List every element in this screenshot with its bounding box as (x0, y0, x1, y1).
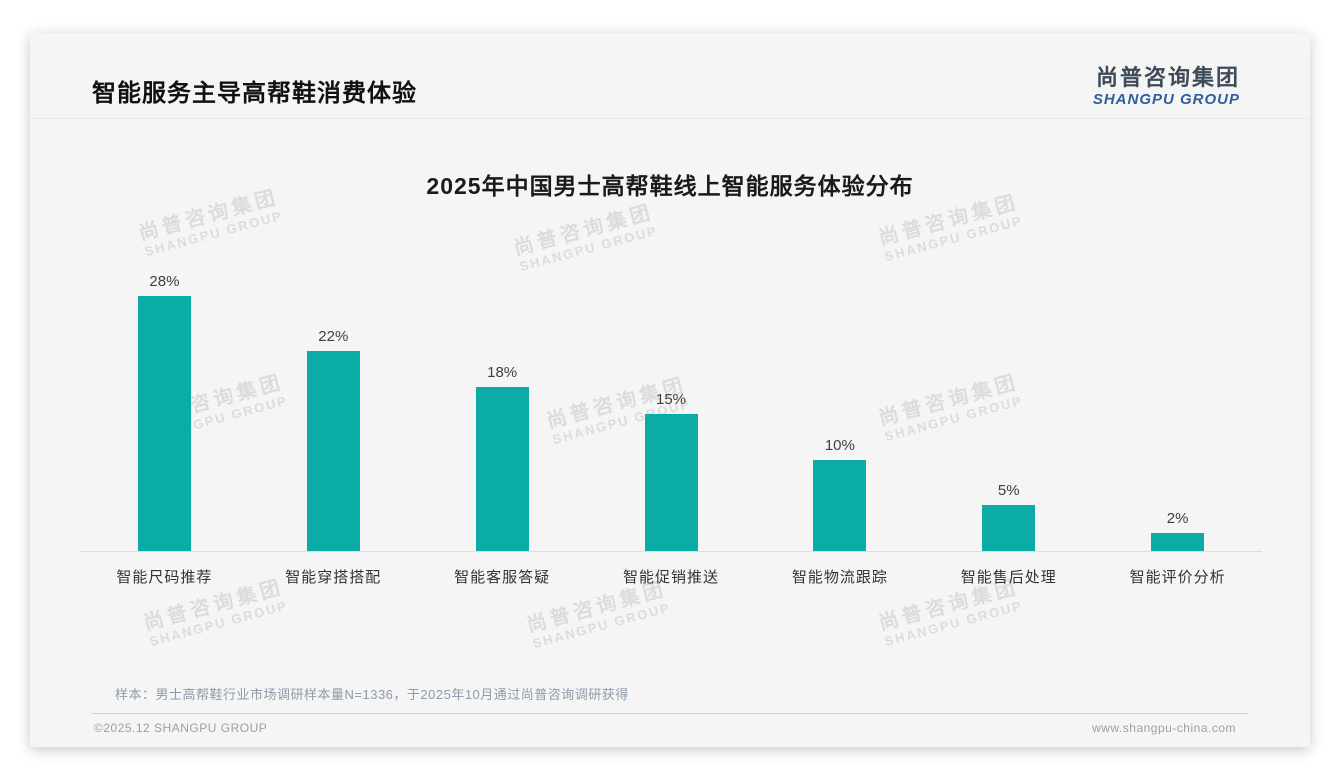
slide-content: 智能服务主导高帮鞋消费体验 尚普咨询集团 SHANGPU GROUP 2025年… (30, 33, 1310, 747)
bar-column: 18% (418, 364, 587, 551)
category-label: 智能促销推送 (623, 569, 720, 586)
slide-footer: ©2025.12 SHANGPU GROUP www.shangpu-china… (30, 714, 1310, 735)
logo-chinese-text: 尚普咨询集团 (1095, 65, 1240, 91)
bar-column: 5% (924, 482, 1093, 551)
chart-plot-area: 28% 22% 18% 15% 10% 5% 2% (80, 250, 1262, 552)
copyright-text: ©2025.12 SHANGPU GROUP (94, 721, 268, 735)
category-label: 智能客服答疑 (454, 569, 551, 586)
bar-value-label: 28% (149, 273, 180, 290)
footer-divider (92, 713, 1248, 714)
category-label: 智能穿搭搭配 (285, 569, 382, 586)
bar (644, 414, 698, 551)
bar-value-label: 18% (487, 364, 518, 381)
bar-value-label: 2% (1166, 510, 1189, 527)
bar-value-label: 15% (655, 391, 687, 408)
category-label: 智能售后处理 (960, 569, 1057, 586)
bar-value-label: 5% (997, 482, 1020, 499)
slide-header: 智能服务主导高帮鞋消费体验 尚普咨询集团 SHANGPU GROUP (30, 33, 1310, 119)
company-logo: 尚普咨询集团 SHANGPU GROUP (1093, 65, 1240, 108)
bar-value-label: 10% (824, 437, 855, 454)
bar-chart: 28% 22% 18% 15% 10% 5% 2% 智能尺码推荐 智能穿搭搭配 智能客服答疑 智能… (80, 250, 1262, 587)
bar (137, 296, 191, 551)
bar-column: 28% (80, 273, 249, 551)
report-slide: 尚普咨询集团 SHANGPU GROUP 尚普咨询集团 SHANGPU GROUP 尚普… (30, 33, 1310, 747)
bar-column: 2% (1093, 510, 1262, 551)
chart-category-axis: 智能尺码推荐 智能穿搭搭配 智能客服答疑 智能促销推送 智能物流跟踪 智能售后处理 智能评价… (80, 552, 1262, 587)
chart-title: 2025年中国男士高帮鞋线上智能服务体验分布 (426, 173, 914, 199)
bar-column: 15% (587, 391, 756, 551)
bar (475, 387, 529, 551)
sample-note: 样本：男士高帮鞋行业市场调研样本量N=1336，于2025年10月通过尚普咨询调… (115, 687, 629, 702)
bar (1151, 533, 1205, 551)
bar (306, 351, 360, 551)
bar-column: 22% (249, 328, 418, 551)
category-label: 智能物流跟踪 (791, 569, 888, 586)
category-label: 智能尺码推荐 (116, 569, 213, 586)
bar-column: 10% (755, 437, 924, 551)
website-url: www.shangpu-china.com (1092, 721, 1236, 735)
category-label: 智能评价分析 (1129, 569, 1226, 586)
bar (982, 505, 1036, 551)
page-title: 智能服务主导高帮鞋消费体验 (92, 80, 417, 107)
logo-english-text: SHANGPU GROUP (1092, 90, 1240, 108)
bar-value-label: 22% (318, 328, 349, 345)
bar (813, 460, 867, 551)
